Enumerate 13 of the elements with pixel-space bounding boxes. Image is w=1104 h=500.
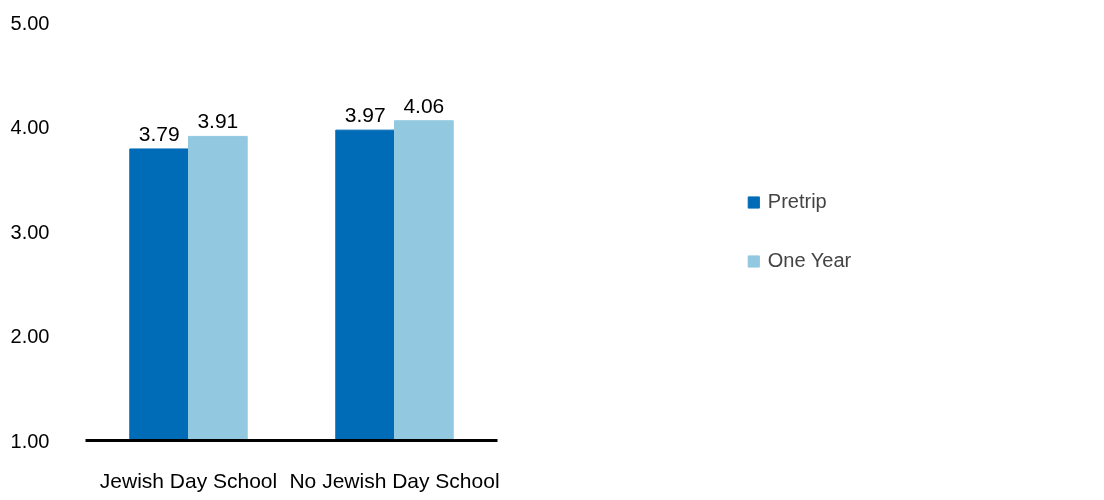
y-tick-label: 5.00	[10, 11, 50, 34]
data-label: 3.91	[197, 109, 239, 133]
data-label: 3.97	[344, 103, 386, 127]
y-tick-label: 1.00	[10, 429, 50, 452]
legend-label: One Year	[767, 249, 852, 272]
y-tick-label: 3.00	[10, 220, 50, 243]
y-tick-label: 4.00	[10, 116, 50, 138]
x-tick-label: No Jewish Day School	[289, 468, 500, 492]
y-tick-label: 2.00	[10, 325, 50, 347]
data-label: 3.79	[138, 121, 180, 145]
x-tick-label: Jewish Day School	[99, 468, 278, 492]
data-label: 4.06	[403, 93, 445, 117]
legend-label: Pretrip	[767, 190, 827, 213]
